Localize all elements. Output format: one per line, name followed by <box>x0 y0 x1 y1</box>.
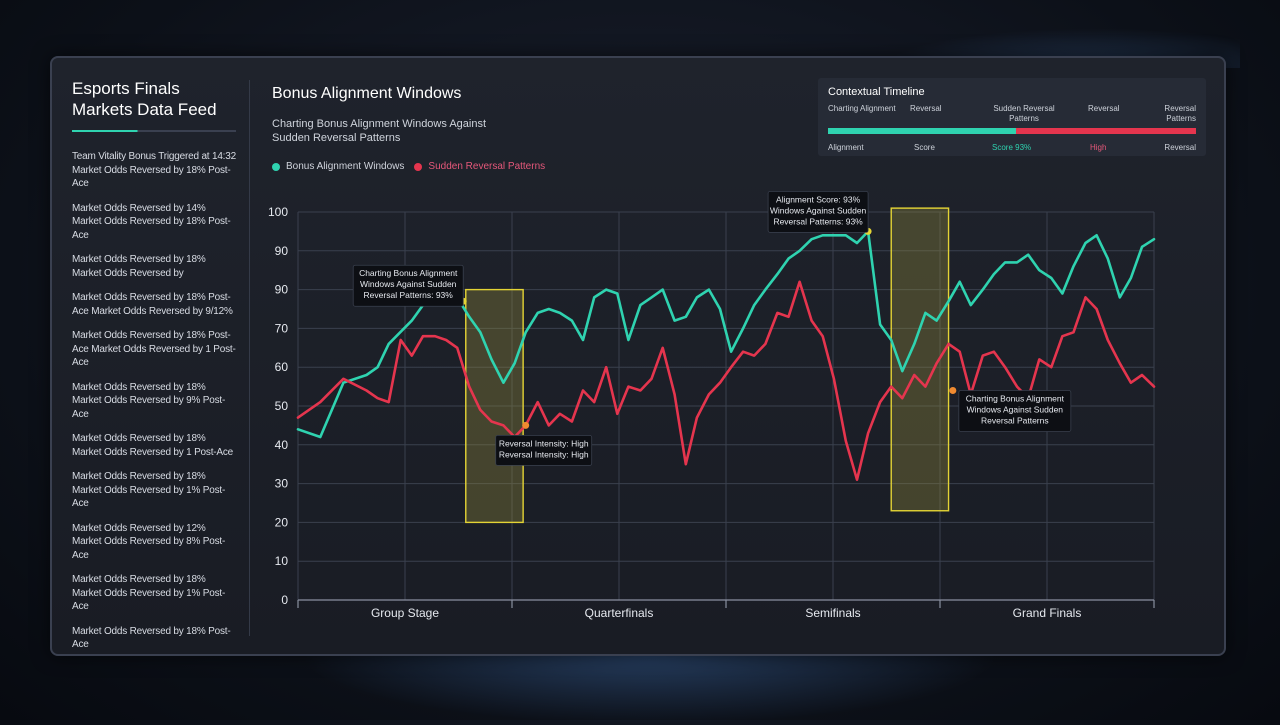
timeline-top-label: Reversal Patterns <box>1164 104 1196 123</box>
y-tick-label: 90 <box>275 283 289 297</box>
reversal-series-line <box>296 280 1156 481</box>
legend-label-reversal: Sudden Reversal Patterns <box>428 161 546 172</box>
feed-item: Team Vitality Bonus Triggered at 14:32 M… <box>72 151 236 189</box>
sidebar-title-line1: Esports Finals <box>72 79 180 98</box>
timeline-bottom-labels: Alignment Score Score 93% High Reversal <box>828 143 1196 155</box>
timeline-bottom-label: High <box>1090 143 1107 152</box>
annotation-box <box>352 264 464 307</box>
y-tick-label: 0 <box>281 593 288 607</box>
annotation-text: Reversal Patterns: 93% <box>773 216 863 226</box>
dashboard-panel: Esports Finals Markets Data Feed Team Vi… <box>50 56 1226 656</box>
timeline-top-label: Sudden Reversal Patterns <box>993 104 1055 123</box>
contextual-timeline: Contextual Timeline Charting Alignment R… <box>818 78 1206 156</box>
annotation-text: Windows Against Sudden <box>967 404 1064 414</box>
y-tick-label: 70 <box>275 321 289 335</box>
timeline-bottom-label: Score 93% <box>992 143 1032 152</box>
annotation-text: Reversal Intensity: High <box>499 449 589 459</box>
feed-item: Market Odds Reversed by 12% Market Odds … <box>72 522 226 561</box>
timeline-bar-alignment <box>828 128 1016 134</box>
annotation-box <box>767 190 869 233</box>
legend-swatch-alignment <box>272 162 280 171</box>
annotation-text: Windows Against Sudden <box>360 279 457 289</box>
feed-item: Market Odds Reversed by 18% Market Odds … <box>72 381 226 420</box>
annotation-text: Alignment Score: 93% <box>776 194 861 204</box>
timeline-bottom-label: Reversal <box>1164 143 1196 152</box>
annotation-text: Windows Against Sudden <box>770 205 867 215</box>
sidebar-divider <box>249 80 250 636</box>
chart-title: Bonus Alignment Windows <box>272 85 462 102</box>
feed-item: Market Odds Reversed by 18% Post-Ace Mar… <box>72 292 233 317</box>
sidebar-title-line2: Markets Data Feed <box>72 100 217 119</box>
feed-item: Market Odds Reversed by 18% Market Odds … <box>72 433 234 458</box>
annotation-box <box>495 434 593 466</box>
feed-item: Market Odds Reversed by 18% Post-Ace <box>72 625 231 651</box>
feed-item: Market Odds Reversed by 18% Market Odds … <box>72 471 226 509</box>
annotation-marker <box>949 386 957 394</box>
y-tick-label: 40 <box>275 438 289 452</box>
feed-item: Market Odds Reversed by 18% Market Odds … <box>72 574 226 612</box>
x-category-label: Quarterfinals <box>585 606 654 620</box>
y-tick-label: 30 <box>275 477 289 491</box>
alignment-series-line <box>296 230 1156 439</box>
timeline-bottom-label: Alignment <box>828 143 864 152</box>
sidebar-title-underline <box>72 130 236 132</box>
bonus-window-highlight <box>465 288 524 524</box>
feed-item: Market Odds Reversed by 18% Market Odds … <box>72 254 206 279</box>
y-tick-label: 100 <box>268 205 288 219</box>
annotation-box <box>958 390 1072 432</box>
annotation-text: Charting Bonus Alignment <box>966 393 1065 403</box>
feed-list: Team Vitality Bonus Triggered at 14:32 M… <box>72 150 236 652</box>
annotation-marker <box>522 421 530 429</box>
annotation-text: Reversal Intensity: High <box>499 438 589 448</box>
annotation-text: Reversal Patterns: 93% <box>364 290 454 300</box>
timeline-top-label: Reversal <box>910 104 942 113</box>
x-category-label: Semifinals <box>805 606 860 620</box>
y-tick-label: 20 <box>275 515 289 529</box>
y-tick-label: 50 <box>275 399 289 413</box>
y-tick-label: 60 <box>275 360 289 374</box>
feed-item: Market Odds Reversed by 14% Market Odds … <box>72 202 231 241</box>
timeline-bar <box>828 128 1196 134</box>
timeline-title: Contextual Timeline <box>828 86 925 98</box>
chart-subtitle: Charting Bonus Alignment Windows Against… <box>272 118 487 144</box>
timeline-top-labels: Charting Alignment Reversal Sudden Rever… <box>828 104 1196 126</box>
timeline-bottom-label: Score <box>914 143 935 152</box>
legend-swatch-reversal <box>414 162 423 171</box>
x-category-label: Group Stage <box>371 606 439 620</box>
annotation-text: Charting Bonus Alignment <box>359 268 458 278</box>
annotation-text: Reversal Patterns <box>981 415 1049 425</box>
y-tick-label: 90 <box>275 244 289 258</box>
legend-label-alignment: Bonus Alignment Windows <box>286 161 405 172</box>
chart-legend: Bonus Alignment Windows Sudden Reversal … <box>272 161 545 172</box>
timeline-top-label: Charting Alignment <box>828 104 896 113</box>
feed-item: Market Odds Reversed by 18% Post-Ace Mar… <box>72 330 236 368</box>
sidebar-title: Esports Finals Markets Data Feed <box>72 78 236 120</box>
data-feed-sidebar: Esports Finals Markets Data Feed Team Vi… <box>72 78 236 650</box>
y-tick-label: 10 <box>275 554 289 568</box>
timeline-top-label: Reversal <box>1088 104 1120 113</box>
x-category-label: Grand Finals <box>1013 606 1082 620</box>
